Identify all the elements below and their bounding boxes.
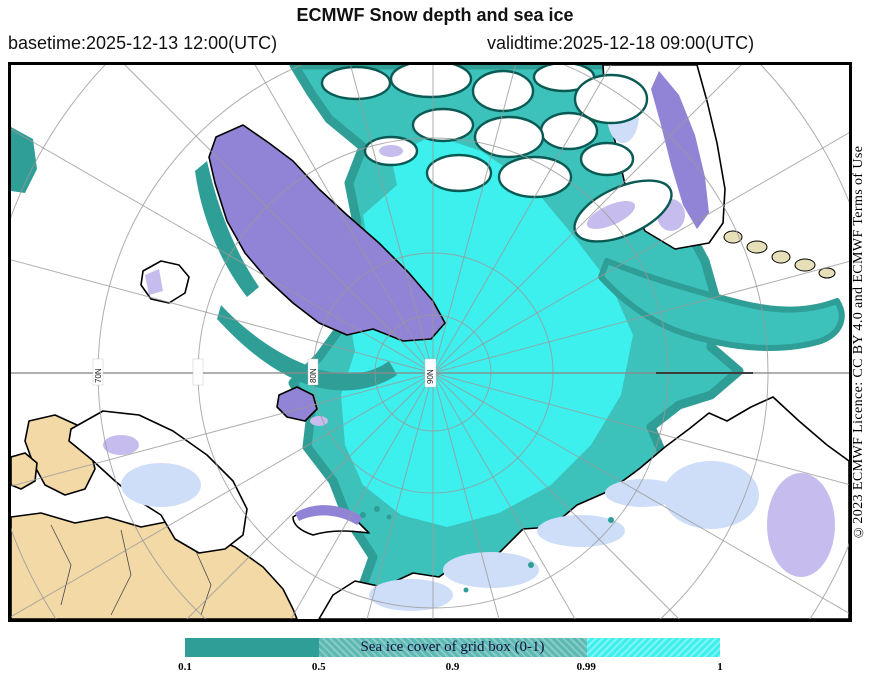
scandinavia-snow-patch (103, 435, 139, 455)
legend-segment-high (587, 638, 720, 657)
ice-fringe-left-edge (11, 127, 37, 193)
copyright-notice: ©2023 ECMWF Licence: CC BY 4.0 and ECMWF… (851, 145, 866, 539)
sea-ice-legend: Sea ice cover of grid box (0-1) 0.1 0.5 … (178, 638, 723, 675)
siberia-snow-patch (605, 479, 681, 507)
pole-label-90n: 90N (426, 369, 435, 384)
franz-josef-islet (374, 506, 380, 512)
alaska-mountain-snow (651, 71, 709, 229)
siberia-snow-patch (369, 579, 453, 611)
arctic-map: 70N 75N 80N 90N (8, 62, 852, 622)
country-borders (50, 524, 212, 616)
siberia-snow-patch (537, 515, 625, 547)
siberia-snow-patch (443, 552, 539, 588)
page-title: ECMWF Snow depth and sea ice (296, 5, 574, 25)
franz-josef-islet (360, 512, 366, 518)
baffin-snow-patch (586, 201, 636, 229)
aleutian-island (771, 250, 791, 264)
siberia-land (318, 396, 849, 619)
sea-ice-high-concentration (341, 135, 633, 527)
legend-title: Sea ice cover of grid box (0-1) (360, 639, 545, 655)
kamchatka-snow-patch (767, 473, 835, 577)
latitude-labels: 70N 75N 80N 90N (92, 358, 437, 388)
scandinavia-snow-patch (121, 463, 201, 507)
siberian-lake (463, 587, 469, 593)
siberian-lake (528, 562, 534, 568)
svalbard-islet (310, 416, 328, 426)
lat-label-70n: 70N (94, 368, 103, 383)
legend-tick: 1 (717, 661, 723, 673)
aleutian-island (746, 240, 768, 254)
legend-ticks: 0.1 0.5 0.9 0.99 1 (178, 661, 723, 675)
aleutian-island (794, 258, 816, 272)
siberia-snow-patch (663, 461, 759, 529)
map-canvas: 70N 75N 80N 90N (11, 65, 849, 619)
lat-label-80n: 80N (309, 368, 318, 383)
legend-segment-low (185, 638, 319, 657)
canadian-archipelago (320, 65, 673, 243)
legend-tick: 0.1 (178, 661, 192, 673)
legend-tick: 0.9 (445, 661, 460, 673)
franz-josef-islet (386, 514, 392, 520)
basetime-label: basetime:2025-12-13 12:00(UTC) (8, 33, 278, 53)
iceland-snow-patch (145, 269, 163, 295)
legend-colorbar: Sea ice cover of grid box (0-1) (185, 638, 720, 657)
legend-segment-mid (319, 638, 587, 657)
aleutian-island (818, 267, 836, 279)
siberian-lake (608, 517, 614, 523)
novaya-zemlya-ridge (295, 505, 363, 525)
ireland-island (11, 452, 38, 490)
island-snow-patch (379, 145, 403, 157)
legend-tick: 0.99 (576, 661, 596, 673)
legend-tick: 0.5 (311, 661, 326, 673)
validtime-label: validtime:2025-12-18 09:00(UTC) (487, 33, 755, 53)
